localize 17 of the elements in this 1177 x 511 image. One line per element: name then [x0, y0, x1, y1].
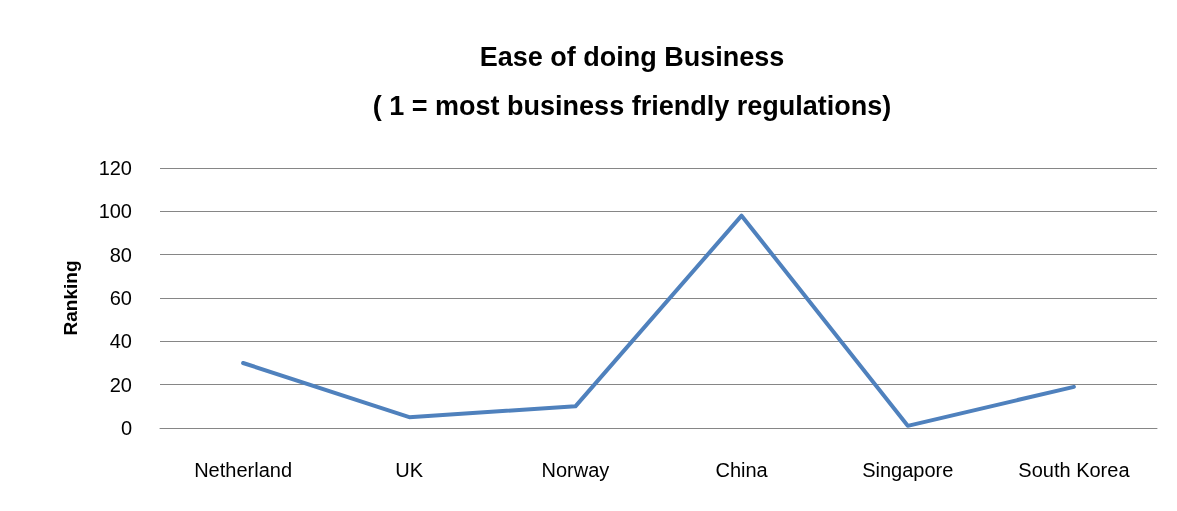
y-tick-label: 20: [109, 373, 132, 396]
y-tick-label: 100: [98, 200, 132, 223]
chart-title: Ease of doing Business: [479, 41, 785, 72]
x-tick-label: Norway: [541, 459, 610, 481]
y-axis-title: Ranking: [60, 260, 81, 336]
x-tick-label: UK: [395, 459, 424, 481]
x-tick-label: Singapore: [862, 459, 954, 481]
y-tick-label: 0: [120, 417, 132, 439]
chart-subtitle: ( 1 = most business friendly regulations): [372, 90, 892, 121]
y-tick-label: 80: [109, 243, 132, 266]
x-tick-label: China: [715, 459, 769, 481]
y-tick-label: 120: [98, 157, 132, 179]
line-series: [241, 213, 1076, 428]
y-tick-label: 40: [109, 330, 132, 353]
x-tick-label: South Korea: [1018, 459, 1131, 481]
y-tick-label: 60: [109, 287, 132, 309]
x-tick-label: Netherland: [194, 459, 293, 481]
